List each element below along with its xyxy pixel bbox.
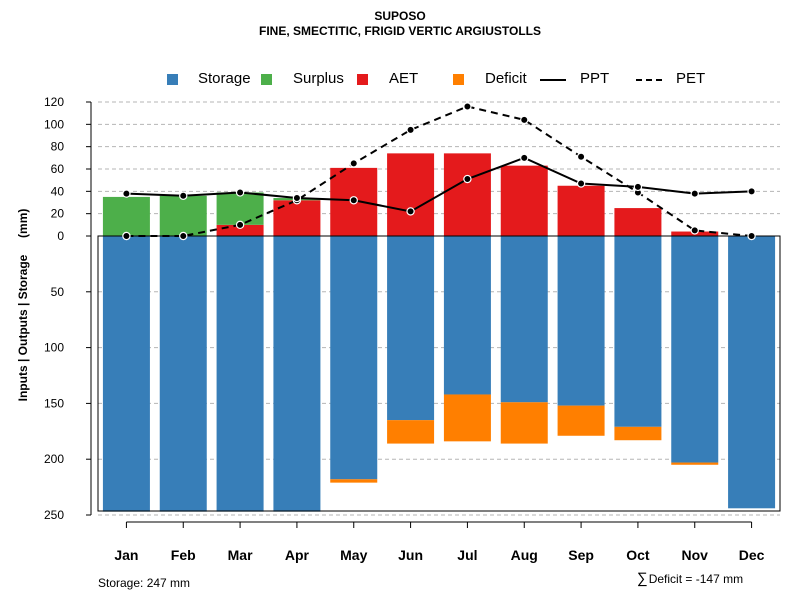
- bar-storage: [500, 236, 548, 403]
- bar-storage: [159, 236, 207, 512]
- bar-storage: [216, 236, 264, 512]
- bar-storage: [443, 236, 491, 395]
- line-ppt-point: [406, 207, 415, 216]
- chart-subtitle: FINE, SMECTITIC, FRIGID VERTIC ARGIUSTOL…: [258, 24, 541, 38]
- deficit-annotation: ∑Deficit = -147 mm: [637, 570, 743, 587]
- line-ppt-point: [576, 179, 586, 188]
- chart-title: SUPOSO: [374, 9, 426, 23]
- x-tick-label: Oct: [626, 547, 650, 563]
- line-pet-point: [747, 231, 756, 241]
- legend-label-storage: Storage: [198, 70, 251, 87]
- legend-swatch-aet: [357, 74, 368, 85]
- bar-deficit: [614, 426, 662, 441]
- bar-deficit: [557, 405, 605, 436]
- bar-deficit: [671, 462, 719, 465]
- bar-aet: [614, 208, 662, 236]
- line-ppt-point: [633, 182, 643, 192]
- x-tick-label: Sep: [568, 547, 594, 563]
- line-ppt-point: [292, 193, 302, 203]
- bar-aet: [216, 224, 264, 236]
- line-pet-point: [235, 220, 245, 230]
- x-tick-label: Nov: [682, 547, 709, 563]
- x-tick-label: Dec: [739, 547, 765, 563]
- line-pet-point: [349, 159, 358, 168]
- legend-line-pet: [636, 79, 662, 81]
- y-tick-label: 250: [44, 508, 64, 522]
- x-tick-label: May: [340, 547, 367, 563]
- y-axis-label: Inputs | Outputs | Storage (mm): [16, 209, 30, 402]
- line-pet-point: [690, 226, 699, 235]
- bar-aet: [443, 153, 491, 236]
- y-tick-label: 60: [51, 162, 65, 176]
- legend-label-ppt: PPT: [580, 70, 610, 87]
- line-ppt-point: [122, 189, 131, 198]
- x-tick-label: Feb: [171, 547, 196, 563]
- y-tick-label: 100: [44, 117, 64, 131]
- line-ppt-point: [747, 187, 756, 196]
- bar-aet: [273, 200, 321, 236]
- legend-label-pet: PET: [676, 70, 706, 87]
- bar-storage: [557, 236, 605, 406]
- bar-aet: [557, 185, 605, 236]
- legend-label-surplus: Surplus: [293, 70, 344, 87]
- line-pet: [126, 105, 752, 237]
- x-tick-label: Aug: [511, 547, 538, 563]
- bar-storage: [728, 236, 776, 509]
- line-pet-point: [406, 125, 415, 135]
- bar-surplus: [159, 195, 207, 236]
- x-tick-label: Apr: [285, 547, 310, 563]
- y-tick-label: 50: [51, 285, 65, 299]
- sum-symbol: ∑: [637, 570, 648, 587]
- bar-storage: [330, 236, 378, 480]
- deficit-annotation-text: Deficit = -147 mm: [648, 572, 744, 586]
- line-pet-point: [122, 231, 131, 241]
- y-tick-label: 80: [51, 140, 65, 154]
- bar-deficit: [500, 402, 548, 444]
- storage-annotation: Storage: 247 mm: [98, 576, 191, 590]
- line-ppt-point: [235, 188, 245, 197]
- line-ppt-point: [349, 196, 358, 205]
- legend-line-ppt: [540, 79, 566, 81]
- line-ppt-point: [690, 189, 699, 198]
- line-pet-point: [576, 152, 586, 161]
- x-tick-label: Jul: [457, 547, 477, 563]
- y-tick-label: 20: [51, 207, 65, 221]
- bar-aet: [387, 153, 435, 236]
- y-tick-label: 200: [44, 452, 64, 466]
- bar-deficit: [330, 479, 378, 483]
- legend-swatch-storage: [167, 74, 178, 85]
- line-ppt-point: [463, 174, 472, 184]
- legend-swatch-deficit: [453, 74, 464, 85]
- bar-deficit: [387, 420, 435, 444]
- legend-swatch-surplus: [261, 74, 272, 85]
- line-ppt-point: [520, 153, 529, 163]
- y-tick-label: 100: [44, 341, 64, 355]
- line-ppt: [126, 156, 752, 213]
- bar-storage: [273, 236, 321, 512]
- y-tick-label: 120: [44, 95, 64, 109]
- x-tick-label: Jun: [398, 547, 423, 563]
- bar-storage: [387, 236, 435, 421]
- legend-label-aet: AET: [389, 70, 419, 87]
- y-tick-label: 0: [57, 229, 64, 243]
- line-pet-point: [520, 115, 529, 125]
- x-tick-label: Mar: [228, 547, 253, 563]
- bar-storage: [102, 236, 150, 512]
- line-ppt-point: [179, 191, 188, 200]
- bar-deficit: [443, 394, 491, 442]
- line-pet-point: [463, 102, 472, 111]
- y-tick-label: 150: [44, 396, 64, 410]
- legend-label-deficit: Deficit: [485, 70, 527, 87]
- y-tick-label: 40: [51, 184, 65, 198]
- bar-surplus: [102, 196, 150, 236]
- bar-storage: [614, 236, 662, 427]
- bar-storage: [671, 236, 719, 463]
- x-tick-label: Jan: [114, 547, 138, 563]
- bar-surplus: [216, 192, 264, 225]
- line-pet-point: [179, 231, 188, 241]
- bar-aet: [500, 165, 548, 236]
